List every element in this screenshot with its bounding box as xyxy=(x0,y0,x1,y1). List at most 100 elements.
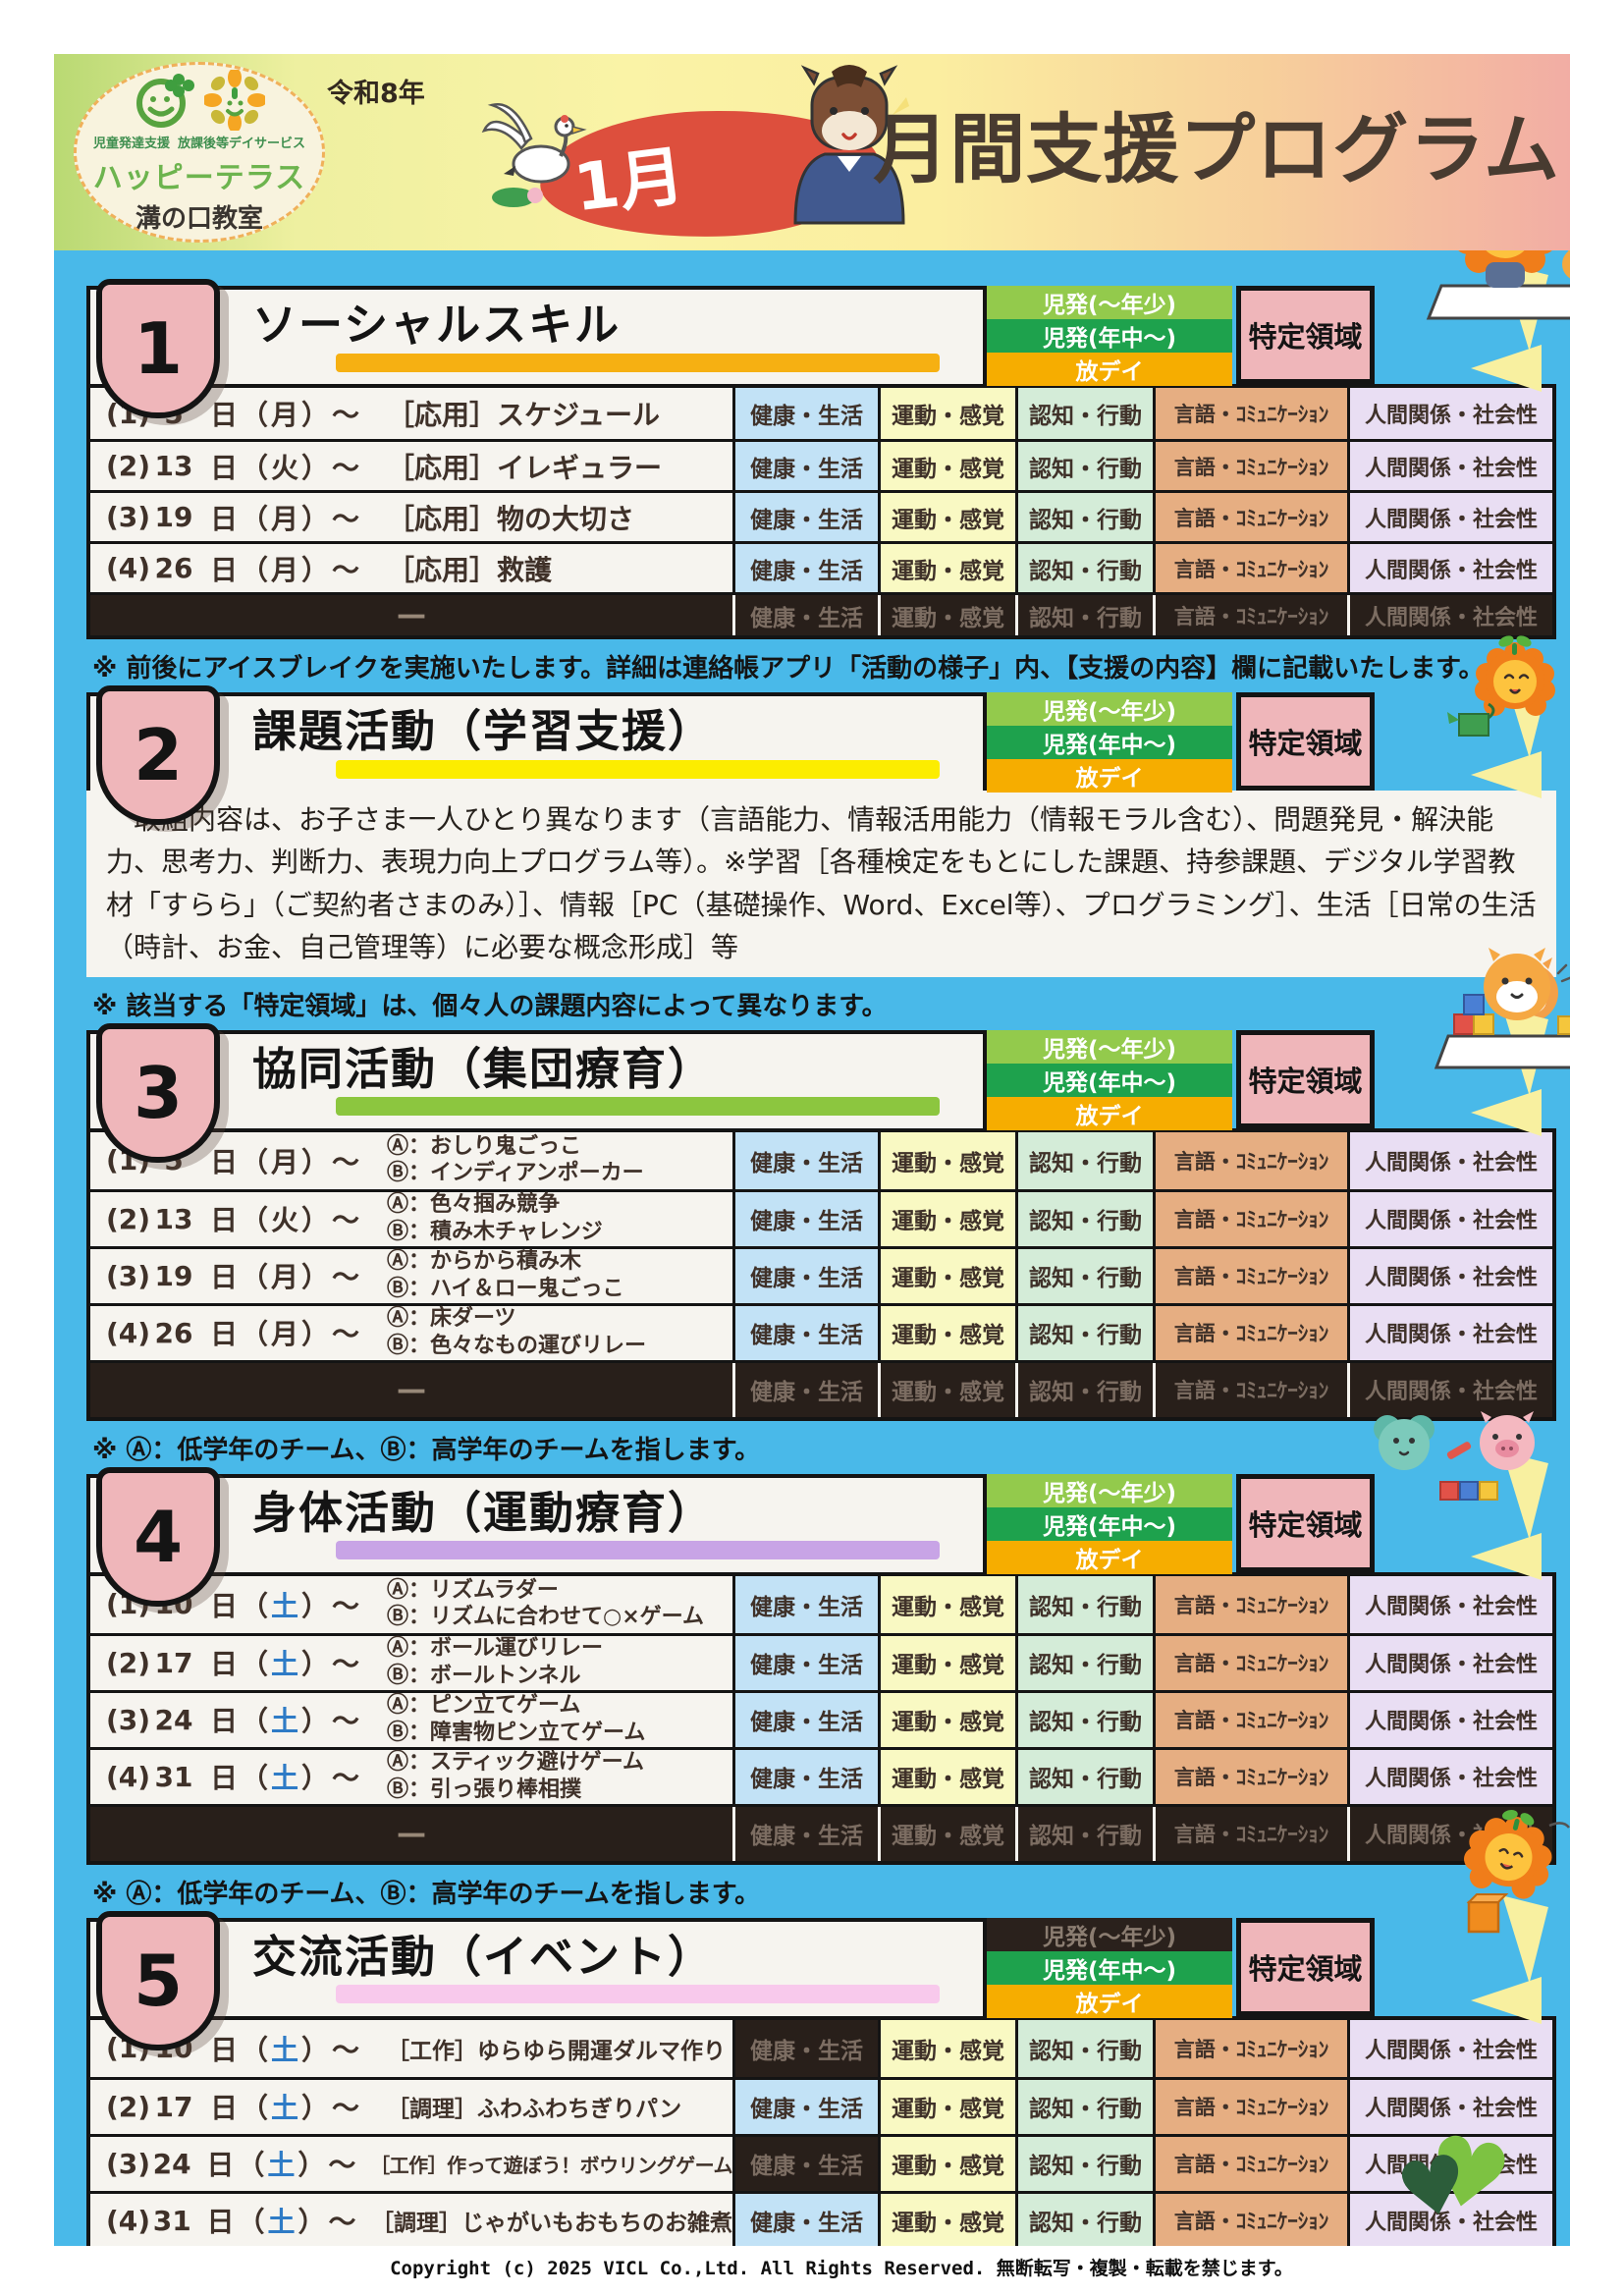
category-cell: 人間関係・社会性 xyxy=(1347,1575,1552,1633)
category-cell: 健康・生活 xyxy=(735,1635,878,1690)
table-row: (4) 26 日（月）～ Ⓐ：床ダーツ Ⓑ：色々なもの運びリレー 健康・生活 運動・… xyxy=(90,1302,1552,1360)
row-day: 31 xyxy=(154,1760,193,1793)
tokutei-ryoiki-box: 特定領域 xyxy=(1236,1029,1375,1128)
row-day: 17 xyxy=(154,2090,193,2123)
section-header: 1 ソーシャルスキル 児発(～年少) 児発(年中～) 放デイ 特定領域 xyxy=(86,250,1570,418)
tokutei-ryoiki-box: 特定領域 xyxy=(1236,1917,1375,2016)
table-row: (2) 17 日（土）～ Ⓐ：ボール運びリレー Ⓑ：ボールトンネル 健康・生活 運動… xyxy=(90,1632,1552,1690)
category-cells: 健康・生活 運動・感覚 認知・行動 言語・ｺﾐｭﾆｹｰｼｮﾝ 人間関係・社会性 xyxy=(735,1749,1552,1804)
category-cell: 運動・感覚 xyxy=(878,2079,1015,2134)
section-kadai-katsudo: 2 課題活動（学習支援） 児発(～年少) 児発(年中～) 放デイ 特定領域 xyxy=(86,635,1570,1022)
row-date: 日（月）～ xyxy=(210,1318,363,1351)
brand-name: ハッピーテラス xyxy=(92,161,306,195)
category-cell: 健康・生活 xyxy=(735,2079,878,2134)
category-cell: 健康・生活 xyxy=(735,595,878,635)
category-cell: 健康・生活 xyxy=(735,1191,878,1246)
logo-icons xyxy=(134,70,265,131)
dash-label: — xyxy=(397,598,426,632)
lion-watering-illustration xyxy=(1447,635,1555,737)
service-tags: 児発(～年少) 児発(年中～) 放デイ xyxy=(987,692,1232,793)
category-cell: 認知・行動 xyxy=(1015,1575,1153,1633)
category-cell: 運動・感覚 xyxy=(878,1575,1015,1633)
program-table: (1) 5 日（月）～ ［応用］スケジュール 健康・生活運動・感覚認知・行動言語… xyxy=(86,384,1556,639)
category-cell: 運動・感覚 xyxy=(878,544,1015,592)
row-number: (4) xyxy=(106,552,151,584)
section-number: 4 xyxy=(133,1495,184,1578)
section-number-badge: 1 xyxy=(96,279,220,418)
row-date: 日（月）～ xyxy=(210,502,363,535)
tag-houday: 放デイ xyxy=(987,759,1232,793)
category-cell: 人間関係・社会性 xyxy=(1347,1191,1552,1246)
title-underline xyxy=(336,1541,940,1560)
section-note: ※ Ⓐ：低学年のチーム、Ⓑ：高学年のチームを指します。 xyxy=(92,1879,761,1909)
row-day: 13 xyxy=(154,1202,193,1235)
row-activity: ［応用］救護 xyxy=(387,553,553,586)
section-number: 1 xyxy=(133,307,184,390)
row-date: 日（月）～ xyxy=(210,1261,363,1294)
section-koryu-katsudo: 5 交流活動（イベント） 児発(～年少) 児発(年中～) 放デイ 特定領域 xyxy=(86,1809,1570,2246)
category-cells: 健康・生活 運動・感覚 認知・行動 言語・ｺﾐｭﾆｹｰｼｮﾝ 人間関係・社会性 xyxy=(735,2079,1552,2134)
row-activity: Ⓐ：色々掴み競争 Ⓑ：積み木チャレンジ xyxy=(387,1192,603,1244)
tag-jihatsu-nenchu: 児発(年中～) xyxy=(987,319,1232,353)
row-date: 日（火）～ xyxy=(210,451,363,484)
section-title: 身体活動（運動療育） xyxy=(252,1486,715,1539)
tag-jihatsu-nenchu: 児発(年中～) xyxy=(987,1950,1232,1985)
category-cells: 健康・生活 運動・感覚 認知・行動 言語・ｺﾐｭﾆｹｰｼｮﾝ 人間関係・社会性 xyxy=(735,1635,1552,1690)
row-day: 26 xyxy=(154,1316,193,1349)
row-date: 日（月）～ xyxy=(210,1145,363,1178)
category-cell: 言語・ｺﾐｭﾆｹｰｼｮﾝ xyxy=(1153,1191,1347,1246)
category-cells: 健康・生活 運動・感覚 認知・行動 言語・ｺﾐｭﾆｹｰｼｮﾝ 人間関係・社会性 xyxy=(735,2136,1552,2191)
category-cells: 健康・生活 運動・感覚 認知・行動 言語・ｺﾐｭﾆｹｰｼｮﾝ 人間関係・社会性 xyxy=(735,1191,1552,1246)
row-date: 日（土）～ xyxy=(206,2149,359,2182)
flower-face-icon xyxy=(204,70,265,131)
program-body: 1 ソーシャルスキル 児発(～年少) 児発(年中～) 放デイ 特定領域 xyxy=(54,250,1570,2246)
row-activity: Ⓐ：床ダーツ Ⓑ：色々なもの運びリレー xyxy=(387,1306,647,1358)
category-cells: 健康・生活 運動・感覚 認知・行動 言語・ｺﾐｭﾆｹｰｼｮﾝ 人間関係・社会性 xyxy=(735,1575,1552,1633)
category-cell: 認知・行動 xyxy=(1015,2136,1153,2191)
category-cell: 認知・行動 xyxy=(1015,493,1153,541)
service-type-labels: 児童発達支援 放課後等デイサービス xyxy=(93,133,305,151)
category-cell: 認知・行動 xyxy=(1015,2193,1153,2246)
category-cell: 運動・感覚 xyxy=(878,1806,1015,1861)
category-cell: 健康・生活 xyxy=(735,388,878,439)
category-cell: 運動・感覚 xyxy=(878,1305,1015,1360)
category-cell: 健康・生活 xyxy=(735,1692,878,1747)
category-cell: 言語・ｺﾐｭﾆｹｰｼｮﾝ xyxy=(1153,595,1347,635)
section-social-skill: 1 ソーシャルスキル 児発(～年少) 児発(年中～) 放デイ 特定領域 xyxy=(86,250,1570,684)
category-cell: 健康・生活 xyxy=(735,544,878,592)
row-activity: Ⓐ：おしり鬼ごっこ Ⓑ：インディアンポーカー xyxy=(387,1133,644,1186)
section-title-box: 身体活動（運動療育） xyxy=(86,1473,987,1572)
row-day: 17 xyxy=(154,1646,193,1679)
category-cell: 言語・ｺﾐｭﾆｹｰｼｮﾝ xyxy=(1153,2079,1347,2134)
section-number-badge: 5 xyxy=(96,1910,220,2050)
section-title: 交流活動（イベント） xyxy=(252,1930,715,1983)
copyright-line: Copyright (c) 2025 VICL Co.,Ltd. All Rig… xyxy=(390,2258,1293,2279)
table-row: (4) 26 日（月）～ ［応用］救護 健康・生活 運動・感覚 認知・行動 言語・ｺﾐ… xyxy=(90,541,1552,592)
tokutei-ryoiki-box: 特定領域 xyxy=(1236,1473,1375,1572)
table-row: (2) 17 日（土）～ ［調理］ふわふわちぎりパン 健康・生活 運動・感覚 認知・… xyxy=(90,2076,1552,2134)
category-cell: 言語・ｺﾐｭﾆｹｰｼｮﾝ xyxy=(1153,388,1347,439)
section-title: ソーシャルスキル xyxy=(252,299,622,352)
category-cell: 健康・生活 xyxy=(735,442,878,490)
category-cell: 認知・行動 xyxy=(1015,544,1153,592)
category-cells: 健康・生活 運動・感覚 認知・行動 言語・ｺﾐｭﾆｹｰｼｮﾝ 人間関係・社会性 xyxy=(735,1692,1552,1747)
tag-jihatsu-nensho: 児発(～年少) xyxy=(987,692,1232,726)
category-cell: 健康・生活 xyxy=(735,1248,878,1303)
smiley-clover-icon xyxy=(136,74,194,128)
table-row: (3) 24 日（土）～ Ⓐ：ピン立てゲーム Ⓑ：障害物ピン立てゲーム 健康・生活… xyxy=(90,1689,1552,1747)
tag-jihatsu-nensho: 児発(～年少) xyxy=(987,286,1232,319)
category-cell: 健康・生活 xyxy=(735,1362,878,1417)
section-note: ※ Ⓐ：低学年のチーム、Ⓑ：高学年のチームを指します。 xyxy=(92,1435,761,1465)
service-tags: 児発(～年少) 児発(年中～) 放デイ xyxy=(987,1029,1232,1130)
dash-label: — xyxy=(397,1372,426,1407)
triangle-decoration xyxy=(1471,1450,1570,1584)
program-table: (1) 10 日（土）～ ［工作］ゆらゆら開運ダルマ作り 健康・生活運動・感覚認… xyxy=(86,2015,1556,2246)
category-cell: 言語・ｺﾐｭﾆｹｰｼｮﾝ xyxy=(1153,544,1347,592)
row-date: 日（土）～ xyxy=(210,1648,363,1681)
tag-jihatsu-nenchu: 児発(年中～) xyxy=(987,1063,1232,1097)
tag-houday: 放デイ xyxy=(987,1984,1232,2018)
category-cell: 運動・感覚 xyxy=(878,1749,1015,1804)
